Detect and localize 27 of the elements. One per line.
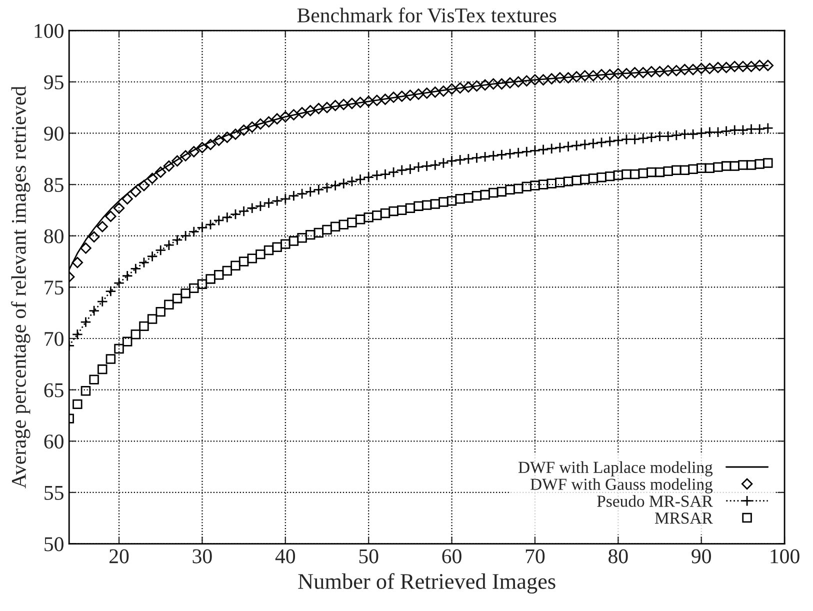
y-tick-label: 50: [44, 537, 64, 552]
x-tick-label: 20: [110, 549, 129, 564]
y-tick-label: 80: [44, 229, 64, 244]
y-tick-label: 95: [44, 75, 64, 90]
x-tick-label: 70: [526, 549, 545, 564]
x-tick-label: 60: [442, 549, 462, 564]
y-tick-label: 55: [44, 486, 64, 500]
x-tick-label: 50: [359, 549, 378, 564]
x-tick-label: 30: [192, 549, 212, 564]
y-tick-label: 70: [44, 332, 64, 346]
legend-label: DWF with Gauss modeling: [530, 478, 713, 494]
y-tick-label: 75: [44, 280, 64, 295]
y-tick-label: 65: [44, 383, 64, 398]
y-tick-label: 100: [34, 24, 64, 38]
y-tick-label: 85: [44, 178, 64, 192]
chart-title: Benchmark for VisTex textures: [297, 8, 556, 23]
x-axis-title: Number of Retrieved Images: [298, 573, 556, 594]
y-tick-label: 60: [44, 434, 64, 449]
legend-label: MRSAR: [655, 512, 713, 524]
x-tick-label: 40: [275, 549, 296, 564]
legend-label: DWF with Laplace modeling: [518, 461, 713, 476]
y-tick-label: 90: [44, 126, 64, 141]
x-tick-label: 90: [692, 549, 711, 564]
x-tick-label: 100: [770, 549, 800, 564]
y-axis-title: Average percentage of relevant images retrieved: [11, 86, 30, 488]
x-tick-label: 80: [608, 549, 628, 564]
legend-label: Pseudo MR-SAR: [597, 495, 713, 507]
